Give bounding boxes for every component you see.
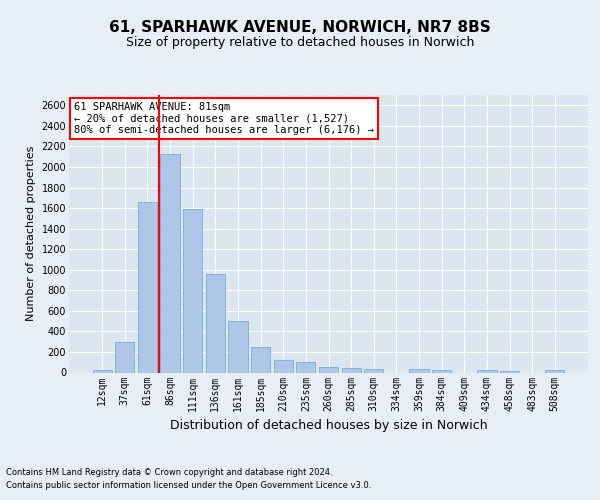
Text: Contains HM Land Registry data © Crown copyright and database right 2024.: Contains HM Land Registry data © Crown c…: [6, 468, 332, 477]
Bar: [160, 154, 180, 372]
Bar: [477, 370, 497, 372]
Bar: [296, 362, 316, 372]
Bar: [229, 321, 248, 372]
Bar: [545, 370, 565, 372]
Text: 61, SPARHAWK AVENUE, NORWICH, NR7 8BS: 61, SPARHAWK AVENUE, NORWICH, NR7 8BS: [109, 20, 491, 35]
Bar: [183, 209, 202, 372]
Bar: [319, 368, 338, 372]
Bar: [251, 347, 270, 372]
Bar: [138, 202, 157, 372]
Bar: [206, 274, 225, 372]
Bar: [364, 370, 383, 372]
X-axis label: Distribution of detached houses by size in Norwich: Distribution of detached houses by size …: [170, 419, 487, 432]
Text: 61 SPARHAWK AVENUE: 81sqm
← 20% of detached houses are smaller (1,527)
80% of se: 61 SPARHAWK AVENUE: 81sqm ← 20% of detac…: [74, 102, 374, 135]
Bar: [341, 368, 361, 372]
Bar: [115, 342, 134, 372]
Text: Size of property relative to detached houses in Norwich: Size of property relative to detached ho…: [126, 36, 474, 49]
Bar: [432, 370, 451, 372]
Bar: [409, 369, 428, 372]
Text: Contains public sector information licensed under the Open Government Licence v3: Contains public sector information licen…: [6, 480, 371, 490]
Bar: [92, 370, 112, 372]
Bar: [274, 360, 293, 372]
Y-axis label: Number of detached properties: Number of detached properties: [26, 146, 36, 322]
